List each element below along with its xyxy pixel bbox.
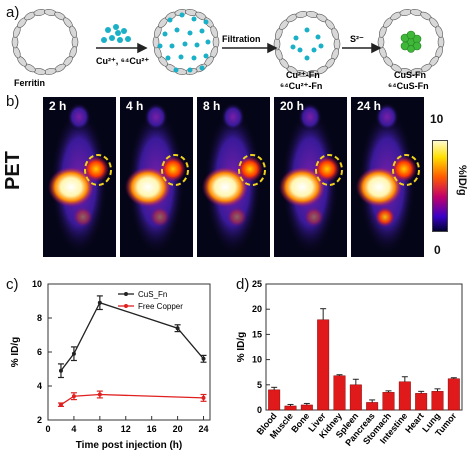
pet-timepoint-label: 8 h bbox=[203, 99, 221, 113]
x-tick-label: 8 bbox=[97, 424, 102, 434]
colorbar bbox=[432, 140, 448, 232]
y-tick-label: 6 bbox=[37, 347, 42, 357]
filtered-cage-icon bbox=[273, 11, 341, 77]
colorbar-min: 0 bbox=[434, 243, 441, 257]
y-tick-label: 20 bbox=[252, 304, 262, 314]
pet-timepoint-label: 2 h bbox=[49, 99, 67, 113]
x-axis-label: Time post injection (h) bbox=[76, 440, 182, 451]
data-point bbox=[97, 300, 102, 305]
bar bbox=[333, 375, 346, 411]
panel-d-letter: d) bbox=[236, 276, 250, 293]
data-point bbox=[97, 392, 102, 397]
colorbar-unit: %ID/g bbox=[456, 165, 468, 196]
bar bbox=[300, 404, 313, 411]
pet-image: 4 h bbox=[120, 97, 193, 257]
cus-fn-label: CuS-Fn bbox=[394, 70, 426, 80]
x-tick-label: 20 bbox=[173, 424, 183, 434]
pet-timepoint-label: 20 h bbox=[280, 99, 305, 113]
ferritin-label: Ferritin bbox=[14, 78, 45, 88]
pet-image: 24 h bbox=[351, 97, 424, 257]
loaded-cage-icon bbox=[152, 9, 220, 75]
category-label: Bone bbox=[289, 411, 311, 435]
pet-timepoint-label: 4 h bbox=[126, 99, 144, 113]
panel-c-letter: c) bbox=[6, 276, 19, 293]
pet-timepoint-label: 24 h bbox=[357, 99, 382, 113]
filtration-label: Filtration bbox=[222, 34, 261, 44]
copper-ions-icon bbox=[101, 24, 131, 43]
pet-image: 2 h bbox=[43, 97, 116, 257]
y-tick-label: 8 bbox=[37, 313, 42, 323]
cu-fn-label: Cu²⁺-Fn bbox=[286, 70, 320, 80]
synthesis-scheme: Ferritin Cu²⁺, ⁶⁴Cu²⁺ Filtration S²⁻ Cu²… bbox=[11, 9, 445, 91]
y-tick-label: 2 bbox=[37, 415, 42, 425]
ions-label: Cu²⁺, ⁶⁴Cu²⁺ bbox=[96, 56, 149, 66]
y-axis-label: % ID/g bbox=[10, 337, 21, 368]
bar bbox=[382, 392, 395, 411]
series-line bbox=[60, 301, 205, 372]
legend-label: CuS_Fn bbox=[138, 290, 167, 299]
y-tick-label: 4 bbox=[37, 381, 42, 391]
x-tick-label: 4 bbox=[71, 424, 76, 434]
y-tick-label: 15 bbox=[252, 329, 262, 339]
ferritin-cage-icon bbox=[11, 9, 79, 75]
panel-a-letter: a) bbox=[6, 4, 20, 21]
bar bbox=[284, 405, 297, 411]
cus-core-icon bbox=[400, 30, 422, 53]
data-point bbox=[201, 395, 206, 400]
y-tick-label: 25 bbox=[252, 279, 262, 289]
bar bbox=[447, 378, 460, 411]
data-point bbox=[71, 351, 76, 356]
bar bbox=[268, 389, 281, 411]
cus64-fn-label: ⁶⁴CuS-Fn bbox=[388, 81, 429, 91]
bar bbox=[398, 381, 411, 411]
cus-cage-icon bbox=[377, 9, 445, 75]
legend-marker bbox=[124, 292, 128, 296]
bar bbox=[366, 402, 379, 411]
data-point bbox=[71, 394, 76, 399]
panel-b-letter: b) bbox=[6, 93, 20, 110]
y-tick-label: 0 bbox=[257, 405, 262, 415]
colorbar-max: 10 bbox=[430, 112, 444, 126]
y-axis-label: % ID/g bbox=[236, 332, 247, 363]
category-label: Heart bbox=[403, 411, 425, 435]
cu64-fn-label: ⁶⁴Cu²⁺-Fn bbox=[280, 81, 322, 91]
y-tick-label: 10 bbox=[252, 355, 262, 365]
sulfide-label: S²⁻ bbox=[350, 34, 364, 44]
legend-marker bbox=[124, 304, 128, 308]
x-tick-label: 0 bbox=[45, 424, 50, 434]
x-tick-label: 24 bbox=[199, 424, 209, 434]
bar bbox=[431, 391, 444, 411]
x-tick-label: 12 bbox=[121, 424, 131, 434]
legend-label: Free Copper bbox=[138, 302, 183, 311]
pet-image: 20 h bbox=[274, 97, 347, 257]
pet-image: 8 h bbox=[197, 97, 270, 257]
series-line bbox=[60, 393, 204, 406]
bar bbox=[349, 384, 362, 411]
bar bbox=[317, 319, 330, 411]
plot-frame bbox=[265, 283, 463, 411]
pet-side-label: PET bbox=[2, 151, 24, 190]
data-point bbox=[201, 356, 206, 361]
bar bbox=[415, 393, 428, 411]
data-point bbox=[58, 368, 63, 373]
x-tick-label: 16 bbox=[147, 424, 157, 434]
data-point bbox=[58, 402, 63, 407]
y-tick-label: 10 bbox=[32, 279, 42, 289]
y-tick-label: 5 bbox=[257, 380, 262, 390]
data-point bbox=[175, 326, 180, 331]
